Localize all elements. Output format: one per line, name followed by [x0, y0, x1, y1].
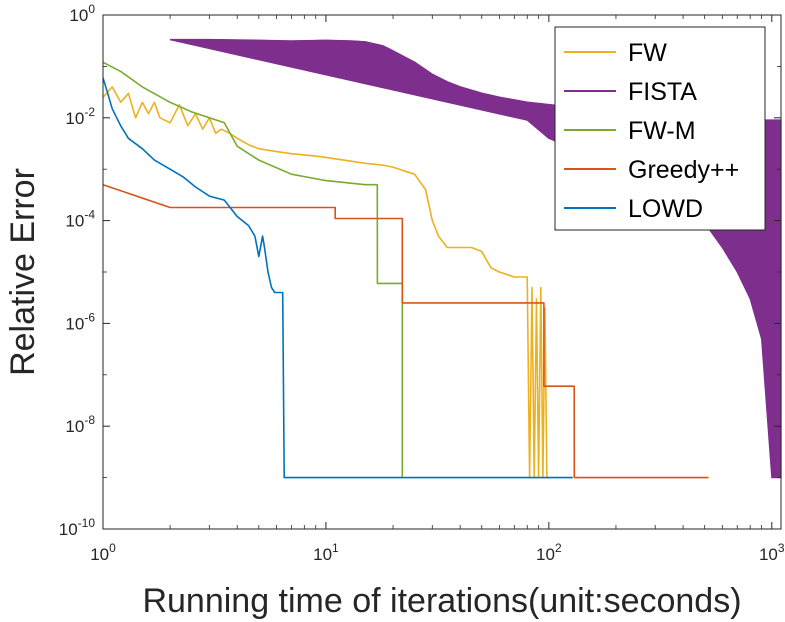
y-tick-label: 10-2 [65, 105, 95, 128]
x-tick-label-base: 10 [313, 545, 332, 564]
y-tick-label: 10-8 [65, 413, 95, 436]
x-tick-label-exp: 3 [778, 541, 785, 555]
series-lowd-line [102, 77, 573, 479]
x-tick-label: 102 [536, 541, 562, 564]
legend-label-lowd: LOWD [628, 195, 703, 223]
x-tick-label-base: 10 [759, 545, 778, 564]
legend-label-fw-m: FW-M [628, 117, 696, 145]
series-fw-line [102, 86, 549, 479]
y-tick-label-exp: -4 [84, 208, 95, 222]
y-tick-label-base: 10 [65, 212, 84, 231]
x-tick-label-base: 10 [90, 545, 109, 564]
y-tick-label: 100 [69, 2, 95, 25]
y-tick-label-base: 10 [59, 520, 78, 539]
x-tick-label-exp: 2 [555, 541, 562, 555]
y-tick-label-base: 10 [65, 417, 84, 436]
legend-label-fista: FISTA [628, 78, 697, 106]
y-tick-label-exp: -6 [84, 310, 95, 324]
x-axis-title: Running time of iterations(unit:seconds) [142, 582, 741, 620]
x-tick-label-base: 10 [536, 545, 555, 564]
y-tick-label-exp: -10 [78, 516, 96, 530]
x-tick-label: 103 [759, 541, 785, 564]
legend-box [554, 26, 766, 231]
series-greedypp-line [102, 183, 709, 479]
x-tick-label-exp: 1 [332, 541, 339, 555]
x-tick-label: 100 [90, 541, 116, 564]
y-tick-label-exp: -2 [84, 105, 95, 119]
legend: FW FISTA FW-M Greedy++ LOWD [554, 26, 766, 231]
y-tick-label: 10-10 [59, 516, 96, 539]
y-tick-label-base: 10 [69, 6, 88, 25]
y-tick-label-base: 10 [65, 109, 84, 128]
y-tick-label-exp: -8 [84, 413, 95, 427]
x-tick-label: 101 [313, 541, 339, 564]
y-axis-title: Relative Error [4, 168, 42, 376]
legend-label-greedypp: Greedy++ [628, 156, 739, 184]
y-tick-label-exp: 0 [88, 2, 95, 16]
legend-items: FW FISTA FW-M Greedy++ LOWD [564, 39, 739, 223]
y-tick-label: 10-6 [65, 310, 95, 333]
series-fw-m-line [102, 61, 404, 478]
y-tick-label: 10-4 [65, 208, 95, 231]
x-tick-label-exp: 0 [109, 541, 116, 555]
y-tick-label-base: 10 [65, 314, 84, 333]
legend-label-fw: FW [628, 39, 667, 67]
